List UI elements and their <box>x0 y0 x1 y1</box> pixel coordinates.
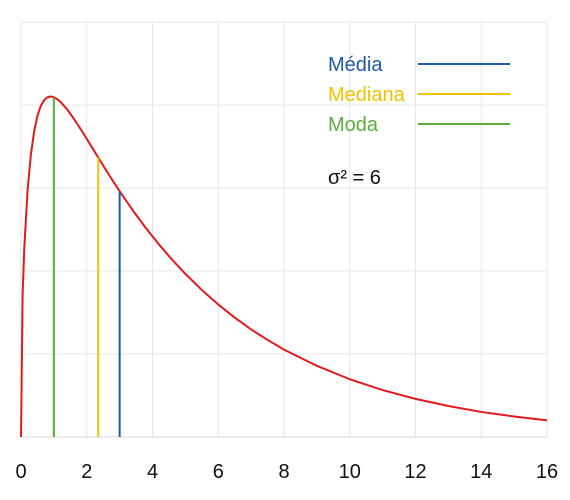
x-tick-label-0: 0 <box>15 461 26 483</box>
legend-label-mdia: Média <box>328 54 383 76</box>
density-curve-group <box>20 95 548 438</box>
legend-label-moda: Moda <box>328 114 379 136</box>
x-tick-label-4: 8 <box>278 461 289 483</box>
reference-lines <box>52 97 121 437</box>
x-tick-label-3: 6 <box>213 461 224 483</box>
x-tick-label-6: 12 <box>404 461 426 483</box>
x-tick-label-2: 4 <box>147 461 158 483</box>
legend: Média Mediana Moda <box>328 54 510 136</box>
x-tick-label-5: 10 <box>339 461 361 483</box>
x-axis-ticks: 0 2 4 6 8 10 12 14 16 <box>15 461 558 483</box>
grid <box>20 21 548 437</box>
x-tick-label-8: 16 <box>536 461 558 483</box>
variance-annotation: σ² = 6 <box>328 167 381 189</box>
density-curve-0 <box>20 95 548 438</box>
x-tick-label-7: 14 <box>470 461 492 483</box>
x-tick-label-1: 2 <box>81 461 92 483</box>
legend-label-mediana: Mediana <box>328 84 406 106</box>
